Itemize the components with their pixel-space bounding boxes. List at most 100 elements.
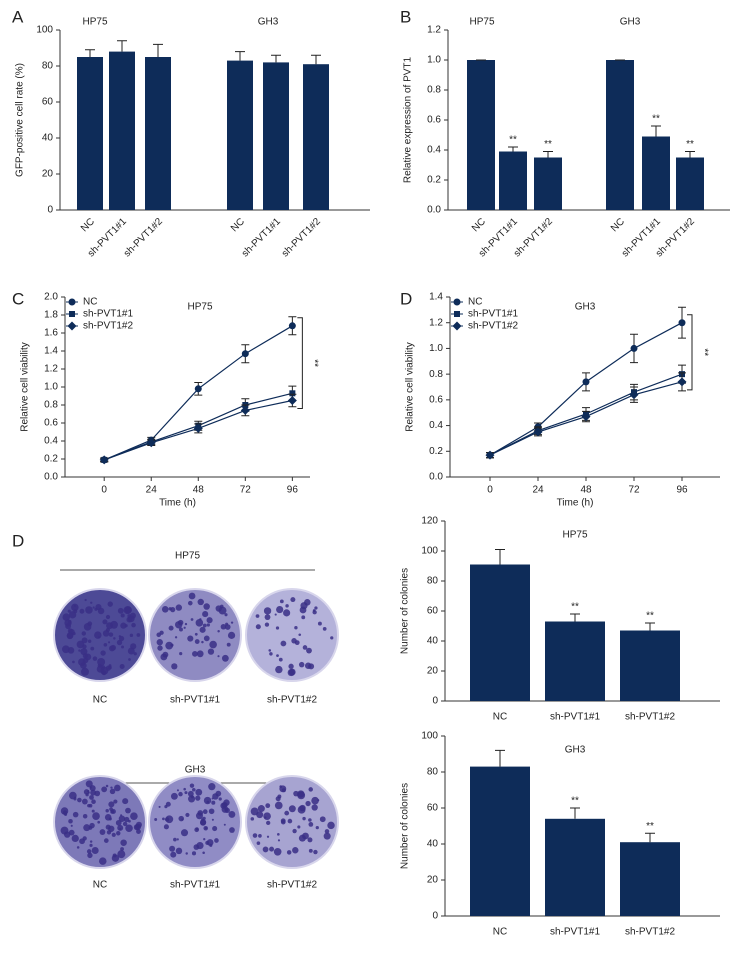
colony (203, 838, 206, 841)
colony (170, 851, 177, 858)
colony (319, 816, 326, 823)
colony (221, 805, 229, 813)
marker (677, 377, 687, 387)
colony (263, 812, 271, 821)
group-title: GH3 (620, 17, 641, 28)
colony (187, 635, 194, 642)
error-bar (153, 43, 163, 57)
colony (217, 630, 220, 633)
colony (298, 661, 305, 668)
colony (154, 818, 158, 821)
significance: ** (309, 359, 320, 367)
colony (192, 651, 198, 657)
colony (131, 622, 136, 628)
colony (68, 829, 75, 836)
colony (308, 663, 315, 670)
colony (179, 627, 183, 632)
colony (255, 624, 261, 630)
colony (218, 797, 222, 801)
colony (91, 799, 96, 805)
colony (292, 828, 297, 834)
colony (76, 846, 80, 849)
colony (206, 623, 210, 627)
colony (208, 808, 215, 815)
y-tick-label: 20 (427, 875, 439, 886)
colony (108, 801, 115, 808)
colony (67, 620, 72, 624)
colony (197, 598, 204, 606)
marker (678, 319, 686, 327)
colony (209, 640, 217, 649)
colony (183, 626, 186, 629)
colony (300, 602, 308, 610)
colony (308, 822, 314, 827)
colony (89, 840, 93, 843)
colony (117, 607, 124, 614)
colony (85, 606, 93, 614)
y-tick-label: 0 (432, 911, 438, 922)
y-tick-label: 60 (427, 803, 439, 814)
x-tick-label: 48 (580, 485, 592, 496)
colony (162, 817, 165, 821)
group-title: GH3 (565, 745, 586, 756)
colony (97, 820, 101, 824)
colony (125, 807, 131, 814)
x-tick-label: 72 (628, 485, 640, 496)
x-tick-label: 72 (240, 485, 252, 496)
colony (163, 824, 169, 830)
marker (99, 455, 109, 465)
colony (308, 848, 313, 853)
colony (136, 633, 141, 637)
y-tick-label: 0.0 (429, 472, 443, 483)
y-tick-label: 80 (42, 61, 54, 72)
colony (297, 790, 305, 798)
significance: ** (544, 139, 552, 150)
colony (219, 604, 224, 609)
colony (90, 789, 97, 796)
colony (116, 831, 121, 836)
colony (108, 825, 115, 832)
colony (223, 799, 230, 806)
colony (307, 837, 313, 843)
colony (196, 841, 204, 850)
legend-marker (67, 321, 77, 331)
colony (256, 841, 261, 845)
colony (117, 824, 124, 831)
colony (284, 810, 290, 816)
colony (91, 847, 99, 855)
marker (582, 378, 590, 386)
colony (175, 604, 183, 611)
panel-label: C (12, 289, 24, 308)
colony (92, 606, 95, 609)
colony (311, 796, 319, 805)
colony (62, 613, 70, 621)
colony (322, 626, 327, 631)
y-tick-label: 0.2 (44, 454, 58, 465)
y-tick-label: 60 (42, 97, 54, 108)
colony (168, 625, 174, 631)
colony (194, 632, 198, 636)
y-tick-label: 100 (421, 731, 438, 742)
colony (156, 639, 163, 646)
colony (73, 797, 77, 801)
colony (171, 663, 178, 670)
colony (269, 846, 275, 852)
colony (217, 655, 220, 658)
bracket (687, 314, 693, 391)
panel-label: D (400, 289, 412, 308)
plate-group-title: GH3 (185, 765, 206, 776)
colony (195, 788, 203, 796)
colony (226, 642, 231, 647)
colony (89, 785, 96, 792)
colony (117, 850, 126, 859)
colony (288, 805, 296, 813)
colony (124, 624, 128, 628)
y-tick-label: 60 (427, 606, 439, 617)
y-tick-label: 0.0 (427, 205, 441, 216)
colony (275, 626, 280, 630)
colony (305, 800, 311, 807)
bar (534, 157, 562, 210)
colony (107, 601, 113, 607)
marker (581, 412, 591, 422)
colony (81, 631, 87, 636)
